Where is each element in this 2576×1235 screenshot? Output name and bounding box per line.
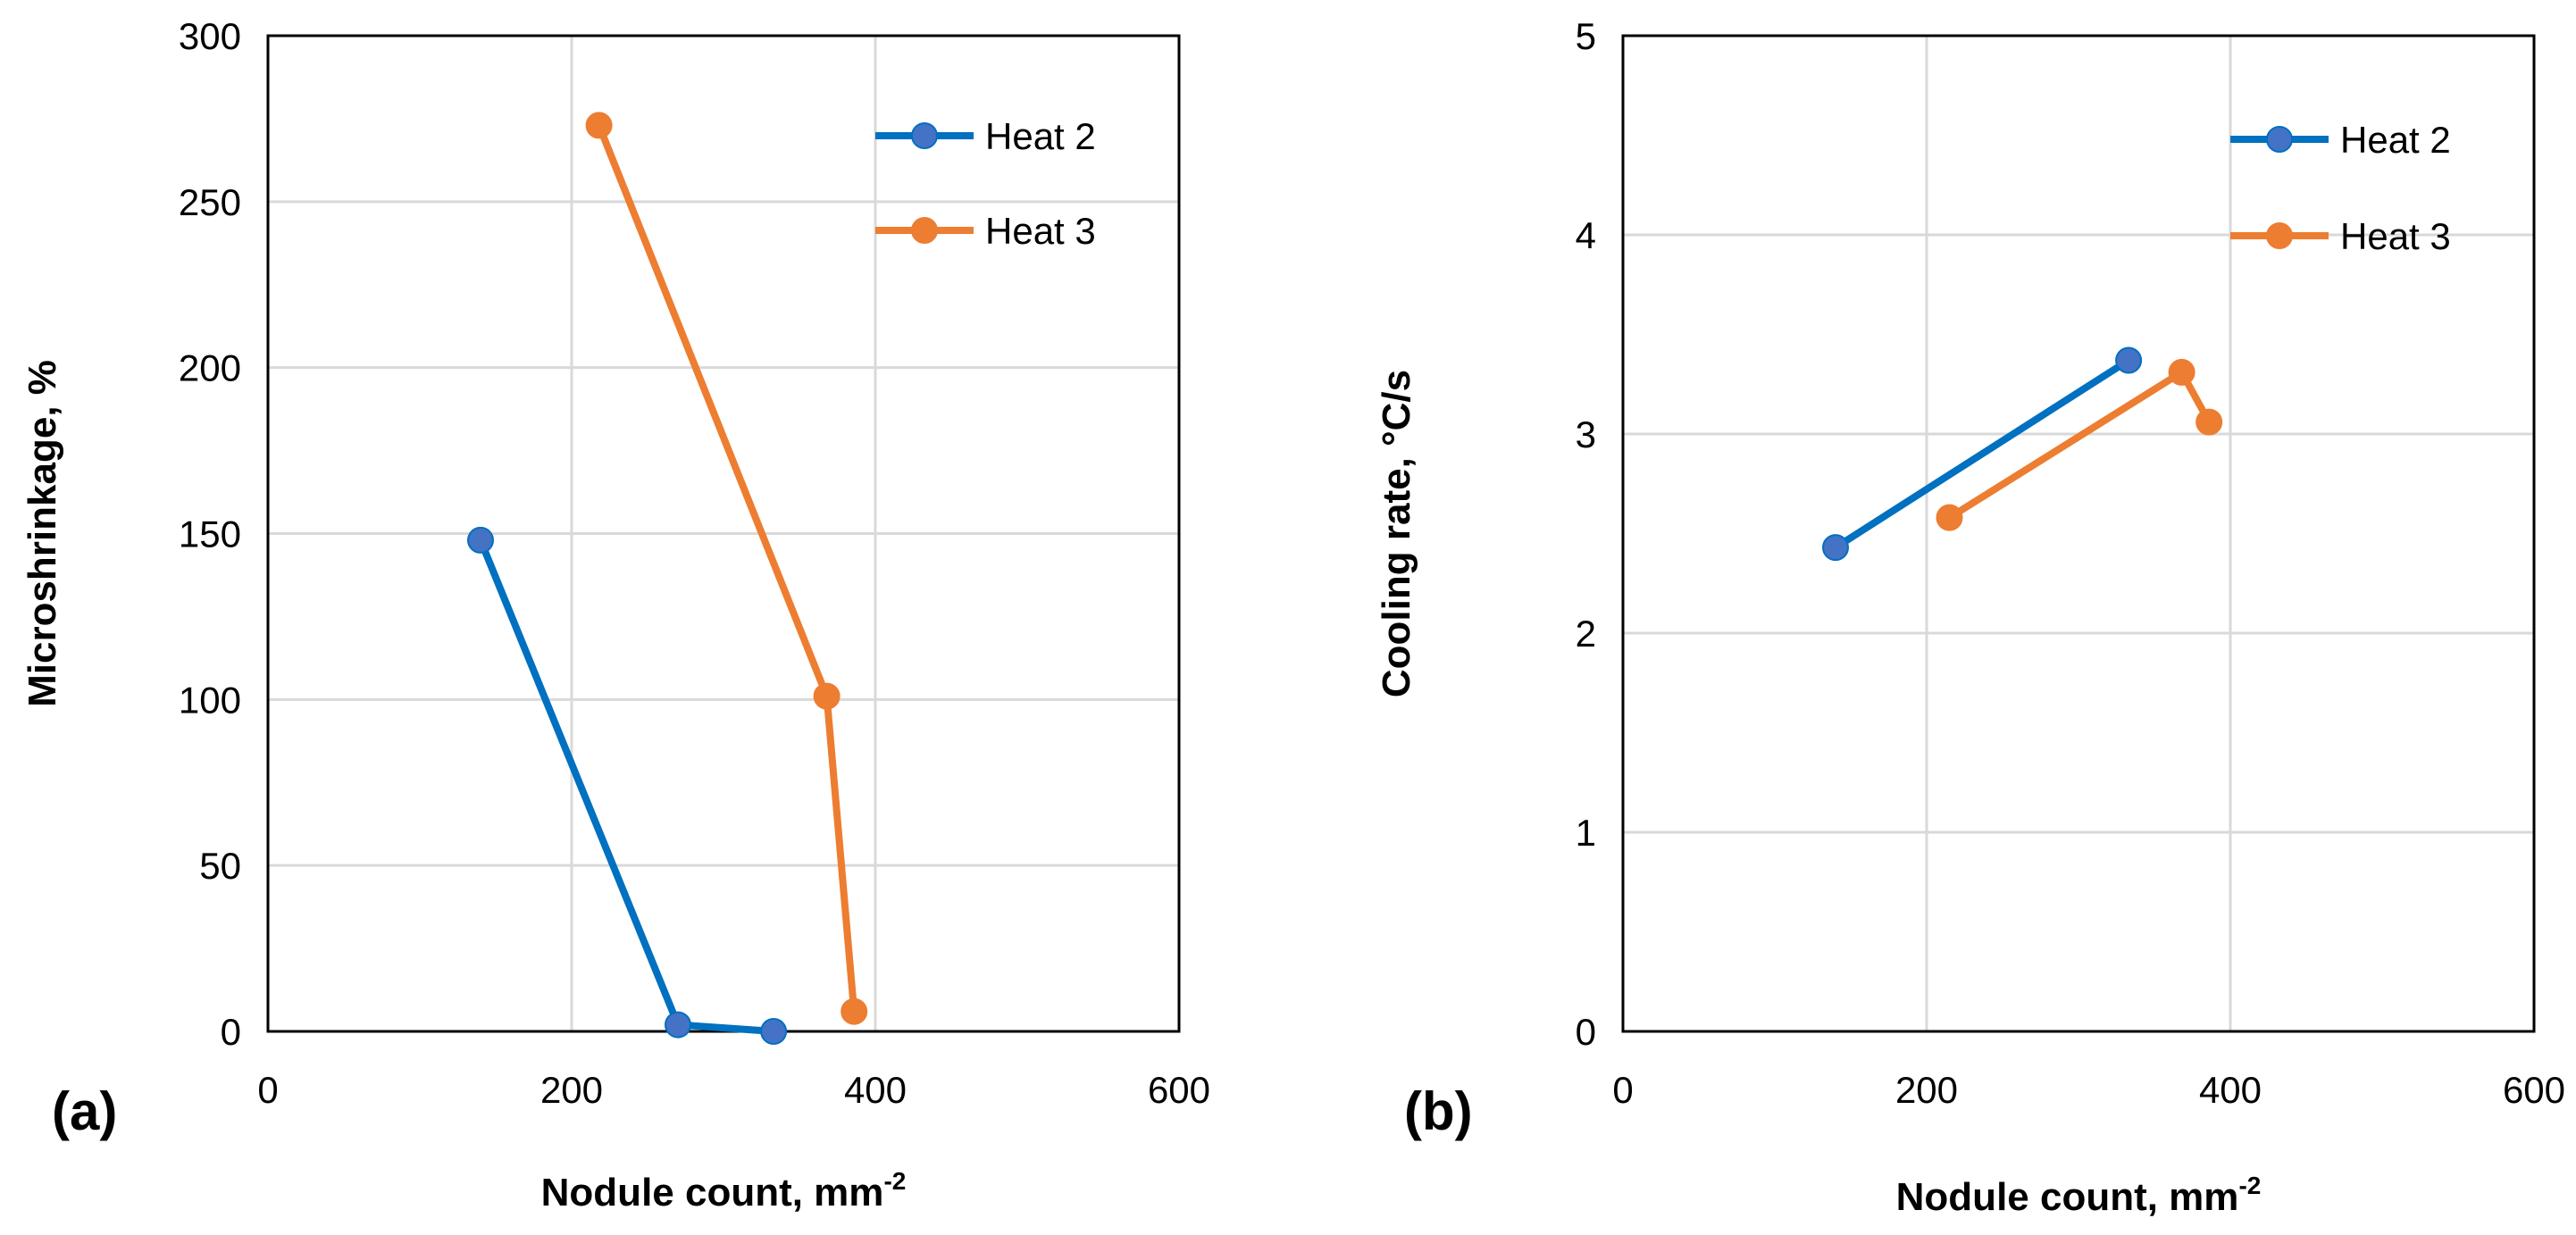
y-tick-label: 5 bbox=[1576, 15, 1596, 57]
data-point bbox=[2115, 346, 2143, 374]
data-point bbox=[2168, 358, 2195, 386]
x-tick-label: 0 bbox=[1612, 1069, 1633, 1111]
series-heat-3 bbox=[1936, 358, 2223, 531]
plot-area-border bbox=[1621, 34, 2536, 1033]
y-tick-label: 100 bbox=[179, 679, 241, 721]
series-heat-2 bbox=[1822, 346, 2143, 562]
x-axis-title-superscript: -2 bbox=[883, 1167, 906, 1195]
legend-label: Heat 3 bbox=[2340, 215, 2451, 257]
legend-marker bbox=[911, 122, 938, 149]
legend-marker bbox=[2266, 126, 2293, 153]
y-tick-label: 4 bbox=[1576, 214, 1596, 256]
x-axis-title-text: Nodule count, mm bbox=[541, 1171, 884, 1214]
panel-label: (a) bbox=[52, 1081, 117, 1141]
data-point bbox=[2195, 408, 2223, 436]
y-axis-title: Cooling rate, °C/s bbox=[1375, 370, 1418, 697]
y-tick-label: 250 bbox=[179, 181, 241, 223]
series-heat-3 bbox=[585, 112, 868, 1025]
x-axis-title: Nodule count, mm-2 bbox=[541, 1167, 907, 1214]
chart-panel-b: 0 1 2 3 4 5 0 200 400 600 Cooling rate, °C/s Nodule… bbox=[1375, 15, 2565, 1219]
chart-panel-a: 0 50 100 150 200 250 300 0 200 400 600 Microshrinka… bbox=[21, 15, 1210, 1214]
x-tick-label: 400 bbox=[2199, 1069, 2262, 1111]
legend-entry: Heat 3 bbox=[2230, 215, 2451, 257]
series-line bbox=[477, 536, 778, 1035]
legend-marker bbox=[2266, 222, 2293, 249]
legend-entry: Heat 3 bbox=[875, 210, 1096, 252]
y-tick-label: 50 bbox=[199, 845, 241, 887]
y-tick-label: 300 bbox=[179, 15, 241, 57]
x-tick-label: 200 bbox=[540, 1069, 603, 1111]
y-tick-label: 3 bbox=[1576, 413, 1596, 455]
y-tick-label: 150 bbox=[179, 513, 241, 555]
x-tick-label: 200 bbox=[1895, 1069, 1958, 1111]
x-axis-title-superscript: -2 bbox=[2238, 1172, 2261, 1199]
data-point bbox=[1822, 534, 1849, 562]
series-line bbox=[595, 121, 858, 1015]
series-line bbox=[1832, 356, 2133, 552]
x-axis-title-text: Nodule count, mm bbox=[1896, 1175, 2239, 1219]
x-tick-label: 0 bbox=[257, 1069, 278, 1111]
legend-entry: Heat 2 bbox=[2230, 119, 2451, 161]
y-tick-label: 0 bbox=[1576, 1011, 1596, 1053]
x-tick-label: 600 bbox=[1148, 1069, 1210, 1111]
x-tick-label: 400 bbox=[844, 1069, 907, 1111]
data-point bbox=[467, 526, 494, 554]
panel-label: (b) bbox=[1404, 1081, 1473, 1141]
series-heat-2 bbox=[467, 526, 788, 1045]
legend-marker bbox=[911, 217, 938, 244]
y-tick-label: 200 bbox=[179, 347, 241, 389]
y-tick-label: 2 bbox=[1576, 613, 1596, 655]
data-point bbox=[813, 682, 841, 710]
data-point bbox=[585, 112, 613, 139]
legend-label: Heat 2 bbox=[2340, 119, 2451, 161]
data-point bbox=[760, 1018, 788, 1045]
y-tick-label: 1 bbox=[1576, 812, 1596, 854]
y-axis-title: Microshrinkage, % bbox=[21, 360, 64, 707]
data-point bbox=[1936, 504, 1963, 531]
legend-label: Heat 3 bbox=[985, 210, 1096, 252]
x-axis-title: Nodule count, mm-2 bbox=[1896, 1172, 2262, 1219]
data-point bbox=[665, 1011, 691, 1039]
legend-label: Heat 2 bbox=[985, 115, 1096, 157]
x-tick-label: 600 bbox=[2503, 1069, 2565, 1111]
data-point bbox=[841, 997, 868, 1025]
y-tick-label: 0 bbox=[221, 1011, 241, 1053]
legend-entry: Heat 2 bbox=[875, 115, 1096, 157]
